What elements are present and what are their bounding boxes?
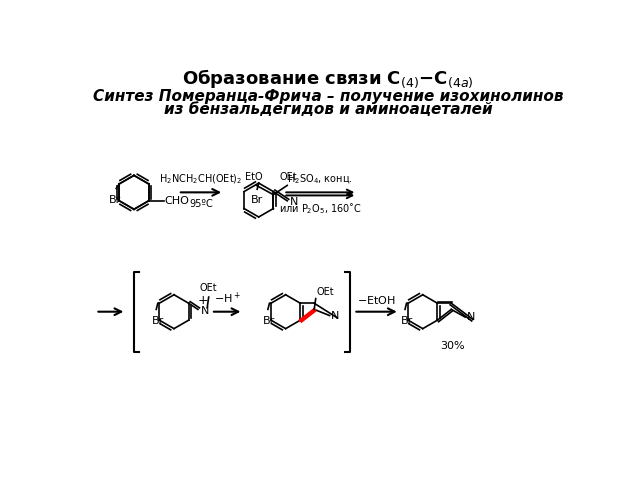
Text: N: N <box>289 197 298 206</box>
Text: $\mathit{\mathbf{Образование\ связи\ С}}_{(4)}\mathit{\mathbf{-С}}_{(4a)}$: $\mathit{\mathbf{Образование\ связи\ С}}… <box>182 68 474 90</box>
Text: +: + <box>198 294 209 307</box>
Text: 30%: 30% <box>440 341 465 351</box>
Text: OEt: OEt <box>317 287 334 297</box>
Text: OEt: OEt <box>280 172 298 182</box>
Text: или Р$_2$О$_5$, 160˚С: или Р$_2$О$_5$, 160˚С <box>279 202 362 216</box>
Text: H$_2$NCH$_2$CH(OEt)$_2$: H$_2$NCH$_2$CH(OEt)$_2$ <box>159 173 243 186</box>
Text: Br: Br <box>401 315 413 325</box>
Text: Br: Br <box>109 195 122 204</box>
Text: CHO: CHO <box>165 196 189 206</box>
Text: Br: Br <box>152 315 164 325</box>
Text: Br: Br <box>263 315 276 325</box>
Text: $-$EtOH: $-$EtOH <box>357 294 396 306</box>
Text: Br: Br <box>251 195 263 205</box>
Text: H$_2$SO$_4$, конц.: H$_2$SO$_4$, конц. <box>287 173 353 186</box>
Text: $-$H$^+$: $-$H$^+$ <box>214 290 241 306</box>
Text: OEt: OEt <box>200 283 218 293</box>
Text: N: N <box>331 311 339 321</box>
Text: 95ºC: 95ºC <box>189 199 213 208</box>
Text: Синтез Померанца-Фрича – получение изохинолинов: Синтез Померанца-Фрича – получение изохи… <box>93 89 563 104</box>
Text: N: N <box>201 306 209 316</box>
Text: N: N <box>467 312 475 322</box>
Text: EtO: EtO <box>244 172 262 182</box>
Text: из бензальдегидов и аминоацеталей: из бензальдегидов и аминоацеталей <box>164 102 492 118</box>
